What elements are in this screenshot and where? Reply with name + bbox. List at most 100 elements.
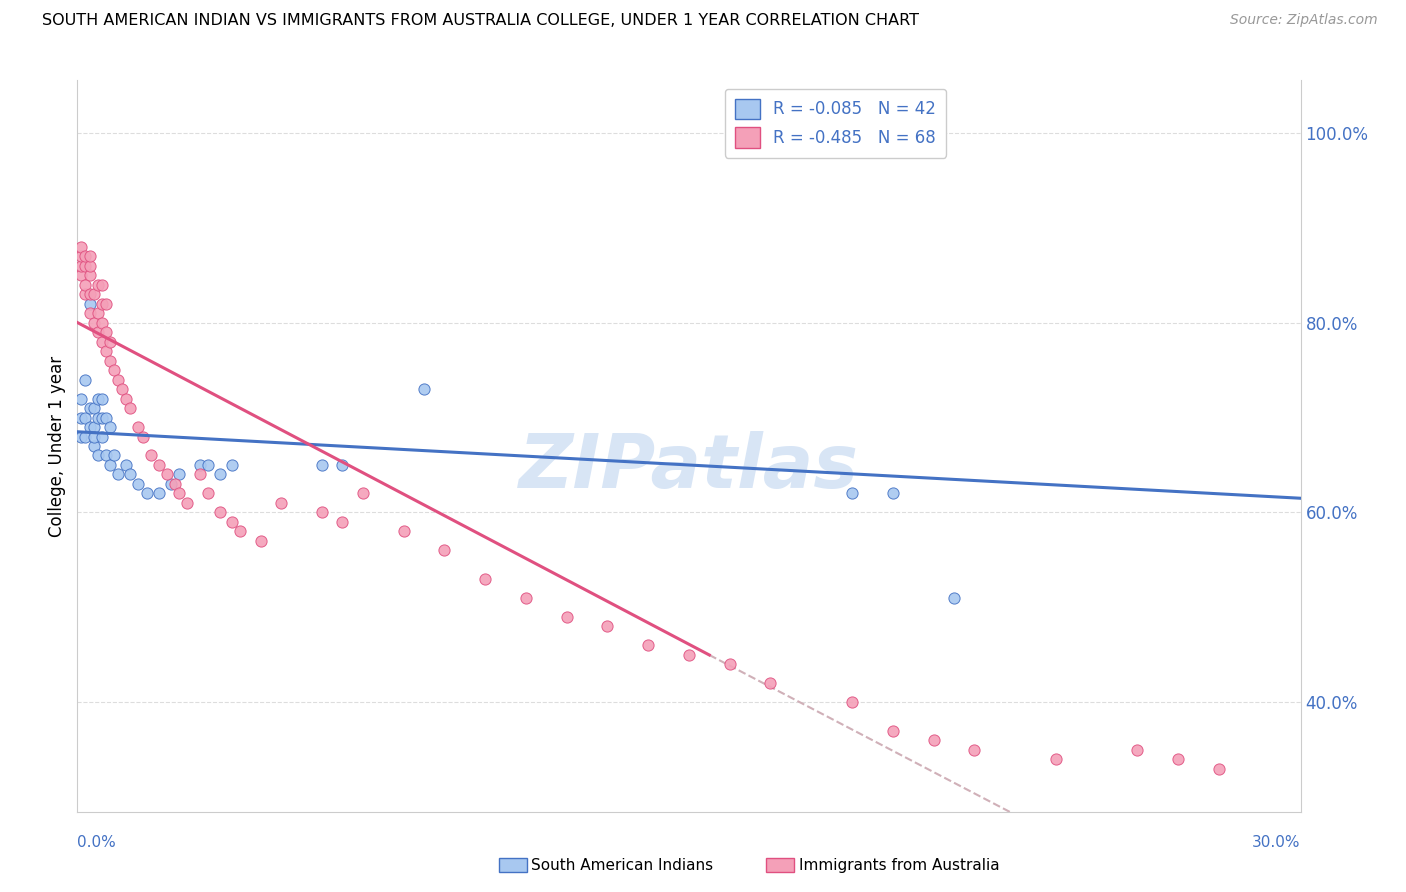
Point bbox=[94, 410, 117, 425]
Point bbox=[127, 477, 149, 491]
Point bbox=[87, 306, 110, 320]
Text: Immigrants from Australia: Immigrants from Australia bbox=[799, 858, 1000, 872]
Point bbox=[79, 296, 101, 310]
Point bbox=[120, 467, 142, 482]
Y-axis label: College, Under 1 year: College, Under 1 year bbox=[48, 355, 66, 537]
Point bbox=[103, 449, 125, 463]
Point bbox=[131, 429, 153, 443]
Point bbox=[188, 467, 211, 482]
Point bbox=[115, 458, 138, 472]
Point bbox=[221, 458, 243, 472]
Point bbox=[922, 733, 945, 747]
Point bbox=[79, 259, 101, 273]
Point bbox=[83, 420, 105, 434]
Point bbox=[75, 277, 97, 292]
Point bbox=[70, 249, 93, 263]
Point bbox=[111, 382, 134, 396]
Point bbox=[79, 287, 101, 301]
Point bbox=[75, 372, 97, 386]
Point bbox=[75, 259, 97, 273]
Point bbox=[87, 410, 110, 425]
Point bbox=[70, 392, 93, 406]
Point bbox=[83, 316, 105, 330]
Point bbox=[169, 486, 191, 500]
Point bbox=[83, 287, 105, 301]
Point bbox=[160, 477, 183, 491]
Point bbox=[841, 696, 863, 710]
Point bbox=[392, 524, 415, 539]
Point bbox=[165, 477, 187, 491]
Point bbox=[1167, 752, 1189, 766]
Point bbox=[75, 249, 97, 263]
Point bbox=[229, 524, 252, 539]
Point bbox=[352, 486, 374, 500]
Point bbox=[841, 486, 863, 500]
Point bbox=[79, 249, 101, 263]
Point bbox=[169, 467, 191, 482]
Point bbox=[83, 429, 105, 443]
Point bbox=[79, 306, 101, 320]
Point bbox=[90, 334, 112, 349]
Point bbox=[87, 325, 110, 339]
Point bbox=[311, 458, 333, 472]
Point bbox=[963, 743, 986, 757]
Point bbox=[270, 496, 292, 510]
Point bbox=[127, 420, 149, 434]
Point bbox=[75, 410, 97, 425]
Point bbox=[120, 401, 142, 415]
Point bbox=[98, 334, 121, 349]
Point bbox=[79, 268, 101, 282]
Point bbox=[1045, 752, 1067, 766]
Point bbox=[87, 449, 110, 463]
Point bbox=[515, 591, 537, 605]
Point bbox=[94, 344, 117, 359]
Point bbox=[197, 486, 219, 500]
Text: SOUTH AMERICAN INDIAN VS IMMIGRANTS FROM AUSTRALIA COLLEGE, UNDER 1 YEAR CORRELA: SOUTH AMERICAN INDIAN VS IMMIGRANTS FROM… bbox=[42, 13, 920, 29]
Point bbox=[1208, 762, 1230, 776]
Point bbox=[433, 543, 456, 558]
Legend: R = -0.085   N = 42, R = -0.485   N = 68: R = -0.085 N = 42, R = -0.485 N = 68 bbox=[725, 88, 946, 158]
Point bbox=[156, 467, 179, 482]
Point bbox=[98, 420, 121, 434]
Text: Source: ZipAtlas.com: Source: ZipAtlas.com bbox=[1230, 13, 1378, 28]
Point bbox=[70, 268, 93, 282]
Point bbox=[90, 410, 112, 425]
Point bbox=[90, 316, 112, 330]
Text: 30.0%: 30.0% bbox=[1253, 836, 1301, 850]
Text: ZIPatlas: ZIPatlas bbox=[519, 432, 859, 505]
Point bbox=[98, 353, 121, 368]
Point bbox=[103, 363, 125, 377]
Point bbox=[83, 439, 105, 453]
Point bbox=[98, 458, 121, 472]
Point bbox=[135, 486, 157, 500]
Point bbox=[413, 382, 436, 396]
Point bbox=[148, 458, 170, 472]
Point bbox=[94, 296, 117, 310]
Text: 0.0%: 0.0% bbox=[77, 836, 117, 850]
Point bbox=[70, 429, 93, 443]
Point bbox=[107, 372, 129, 386]
Point bbox=[474, 572, 496, 586]
Point bbox=[188, 458, 211, 472]
Point bbox=[75, 287, 97, 301]
Point bbox=[139, 449, 162, 463]
Point bbox=[90, 429, 112, 443]
Point bbox=[596, 619, 619, 633]
Point bbox=[1126, 743, 1149, 757]
Point bbox=[94, 449, 117, 463]
Point bbox=[87, 392, 110, 406]
Point bbox=[115, 392, 138, 406]
Point bbox=[87, 277, 110, 292]
Point bbox=[176, 496, 198, 510]
Point bbox=[882, 723, 904, 738]
Point bbox=[637, 639, 659, 653]
Point bbox=[759, 676, 782, 690]
Point bbox=[90, 277, 112, 292]
Point bbox=[718, 657, 741, 672]
Point bbox=[107, 467, 129, 482]
Point bbox=[221, 515, 243, 529]
Point bbox=[75, 429, 97, 443]
Point bbox=[148, 486, 170, 500]
Point bbox=[942, 591, 965, 605]
Point bbox=[555, 610, 578, 624]
